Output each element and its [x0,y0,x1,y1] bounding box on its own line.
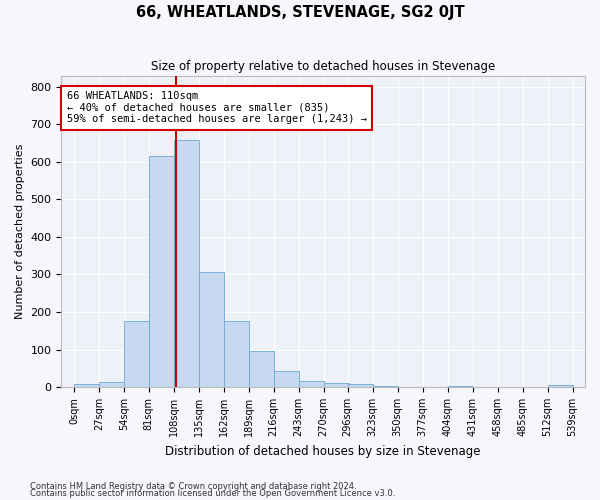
Text: 66 WHEATLANDS: 110sqm
← 40% of detached houses are smaller (835)
59% of semi-det: 66 WHEATLANDS: 110sqm ← 40% of detached … [67,91,367,124]
Bar [149,156,174,387]
Bar [299,381,323,387]
Text: 66, WHEATLANDS, STEVENAGE, SG2 0JT: 66, WHEATLANDS, STEVENAGE, SG2 0JT [136,5,464,20]
Bar [323,382,349,387]
Bar [448,386,473,387]
Bar [249,350,274,387]
Bar [348,384,373,387]
Text: Contains HM Land Registry data © Crown copyright and database right 2024.: Contains HM Land Registry data © Crown c… [30,482,356,491]
Title: Size of property relative to detached houses in Stevenage: Size of property relative to detached ho… [151,60,496,73]
Bar [99,382,124,387]
Bar [548,385,572,387]
Bar [124,322,149,387]
Bar [174,140,199,387]
Bar [224,322,249,387]
Bar [74,384,99,387]
Y-axis label: Number of detached properties: Number of detached properties [15,144,25,319]
Text: Contains public sector information licensed under the Open Government Licence v3: Contains public sector information licen… [30,490,395,498]
Bar [373,386,398,387]
Bar [274,372,299,387]
X-axis label: Distribution of detached houses by size in Stevenage: Distribution of detached houses by size … [166,444,481,458]
Bar [199,272,224,387]
